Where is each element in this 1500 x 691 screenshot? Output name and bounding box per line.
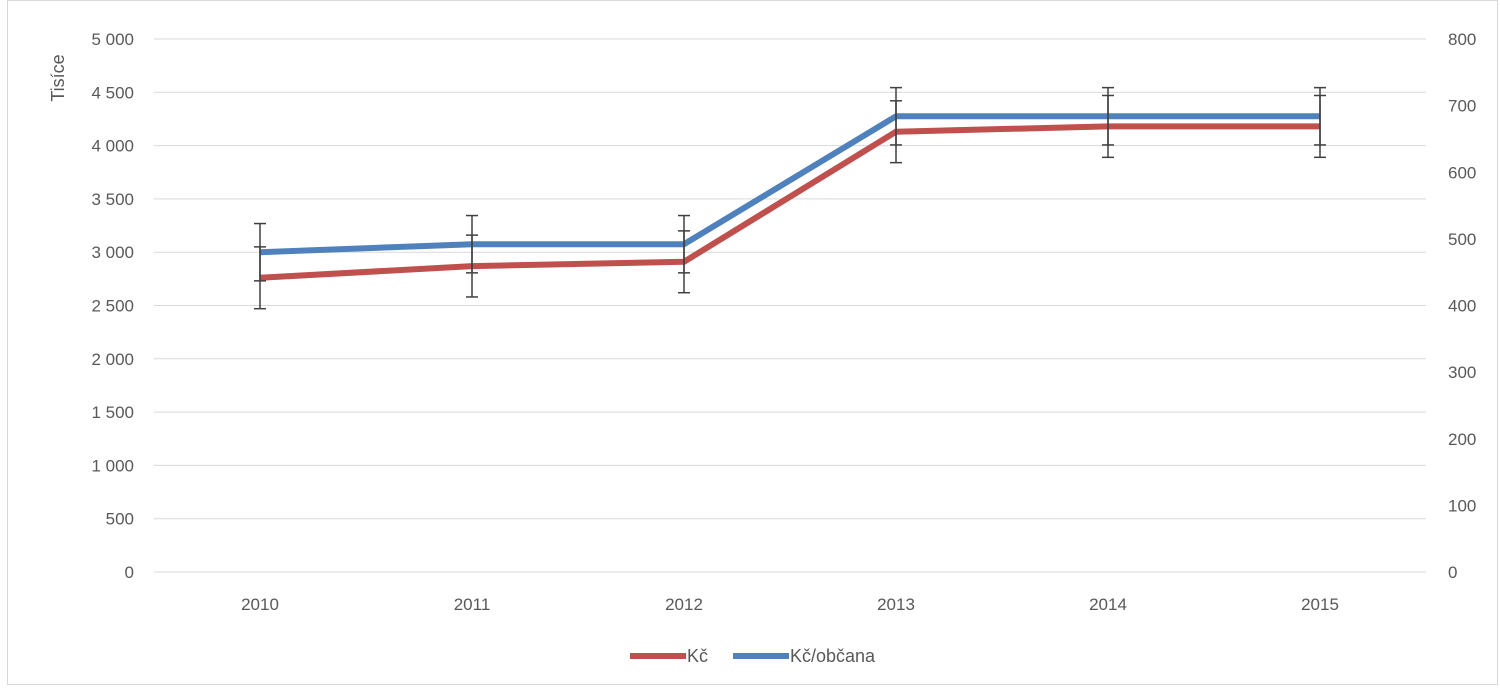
legend: Kč Kč/občana bbox=[630, 646, 876, 666]
right-tick-label: 0 bbox=[1448, 563, 1457, 582]
left-tick-label: 2 500 bbox=[91, 297, 134, 316]
gridlines bbox=[154, 38, 1426, 573]
left-tick-label: 4 500 bbox=[91, 83, 134, 102]
series-line-Kč bbox=[259, 123, 1320, 281]
left-tick-label: 1 000 bbox=[91, 456, 134, 475]
right-tick-label: 100 bbox=[1448, 496, 1476, 515]
series-lines bbox=[259, 113, 1320, 281]
x-tick-label: 2010 bbox=[241, 595, 279, 614]
left-tick-label: 4 000 bbox=[91, 137, 134, 156]
left-axis-ticks: 0 500 1 000 1 500 2 000 2 500 3 000 3 500 4 000 4… bbox=[91, 30, 134, 582]
left-tick-label: 3 000 bbox=[91, 243, 134, 262]
error-bars bbox=[254, 86, 1326, 310]
right-tick-label: 200 bbox=[1448, 430, 1476, 449]
y-axis-title: Tisíce bbox=[48, 54, 68, 101]
chart-frame: 0 500 1 000 1 500 2 000 2 500 3 000 3 500 4 000 4… bbox=[7, 0, 1498, 685]
left-tick-label: 0 bbox=[125, 563, 134, 582]
series-line-Kč/občana bbox=[259, 113, 1320, 256]
error-bar bbox=[678, 214, 690, 274]
left-tick-label: 3 500 bbox=[91, 190, 134, 209]
error-bar bbox=[1102, 86, 1114, 146]
x-tick-label: 2014 bbox=[1089, 595, 1127, 614]
line-chart: 0 500 1 000 1 500 2 000 2 500 3 000 3 500 4 000 4… bbox=[48, 30, 1476, 666]
left-tick-label: 2 000 bbox=[91, 350, 134, 369]
right-axis-ticks: 0 100 200 300 400 500 600 700 800 bbox=[1448, 30, 1476, 582]
error-bar bbox=[254, 222, 266, 282]
right-tick-label: 500 bbox=[1448, 230, 1476, 249]
x-tick-label: 2011 bbox=[454, 595, 491, 614]
right-tick-label: 700 bbox=[1448, 97, 1476, 116]
error-bar bbox=[466, 214, 478, 274]
error-bar bbox=[1314, 86, 1326, 146]
x-tick-label: 2013 bbox=[877, 595, 915, 614]
error-bar bbox=[890, 86, 902, 146]
legend-label: Kč bbox=[687, 646, 708, 666]
right-tick-label: 400 bbox=[1448, 297, 1476, 316]
left-tick-label: 500 bbox=[106, 510, 134, 529]
left-tick-label: 1 500 bbox=[91, 403, 134, 422]
legend-label: Kč/občana bbox=[790, 646, 876, 666]
x-tick-label: 2015 bbox=[1301, 595, 1339, 614]
x-tick-label: 2012 bbox=[665, 595, 703, 614]
right-tick-label: 300 bbox=[1448, 363, 1476, 382]
x-axis-ticks: 2010 2011 2012 2013 2014 2015 bbox=[241, 595, 1339, 614]
right-tick-label: 600 bbox=[1448, 163, 1476, 182]
right-tick-label: 800 bbox=[1448, 30, 1476, 49]
left-tick-label: 5 000 bbox=[91, 30, 134, 49]
